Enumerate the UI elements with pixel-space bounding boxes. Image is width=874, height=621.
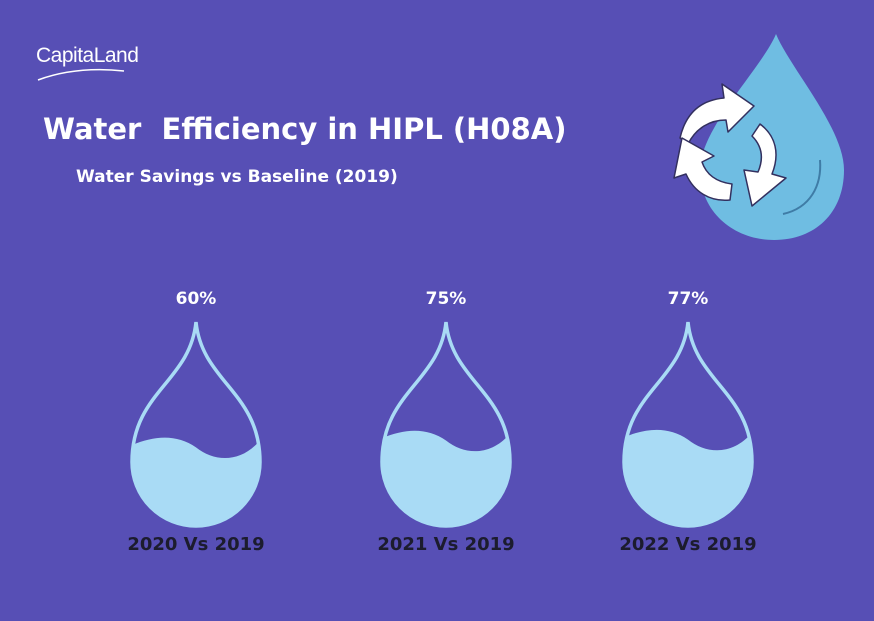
drop-outline-1 [130, 321, 262, 528]
category-label-3: 2022 Vs 2019 [619, 534, 756, 555]
category-label-2: 2021 Vs 2019 [377, 534, 514, 555]
drop-fill-3 [624, 425, 752, 526]
capitaland-logo: CapitaLand [36, 44, 139, 67]
category-label-1: 2020 Vs 2019 [127, 534, 264, 555]
value-label-2: 75% [426, 289, 467, 309]
page-title: Water Efficiency in HIPL (H08A) [43, 112, 567, 146]
drop-fill-2 [382, 426, 510, 526]
page-subtitle: Water Savings vs Baseline (2019) [76, 167, 398, 187]
drop-outline-3 [622, 321, 754, 528]
water-drop-recycle-icon [673, 34, 844, 240]
logo-swoosh-icon [37, 68, 125, 81]
drop-outline-2 [380, 321, 512, 528]
drop-fill-1 [132, 433, 260, 526]
value-label-3: 77% [668, 289, 709, 309]
recycle-arrows-icon [673, 83, 787, 207]
value-label-1: 60% [176, 289, 217, 309]
